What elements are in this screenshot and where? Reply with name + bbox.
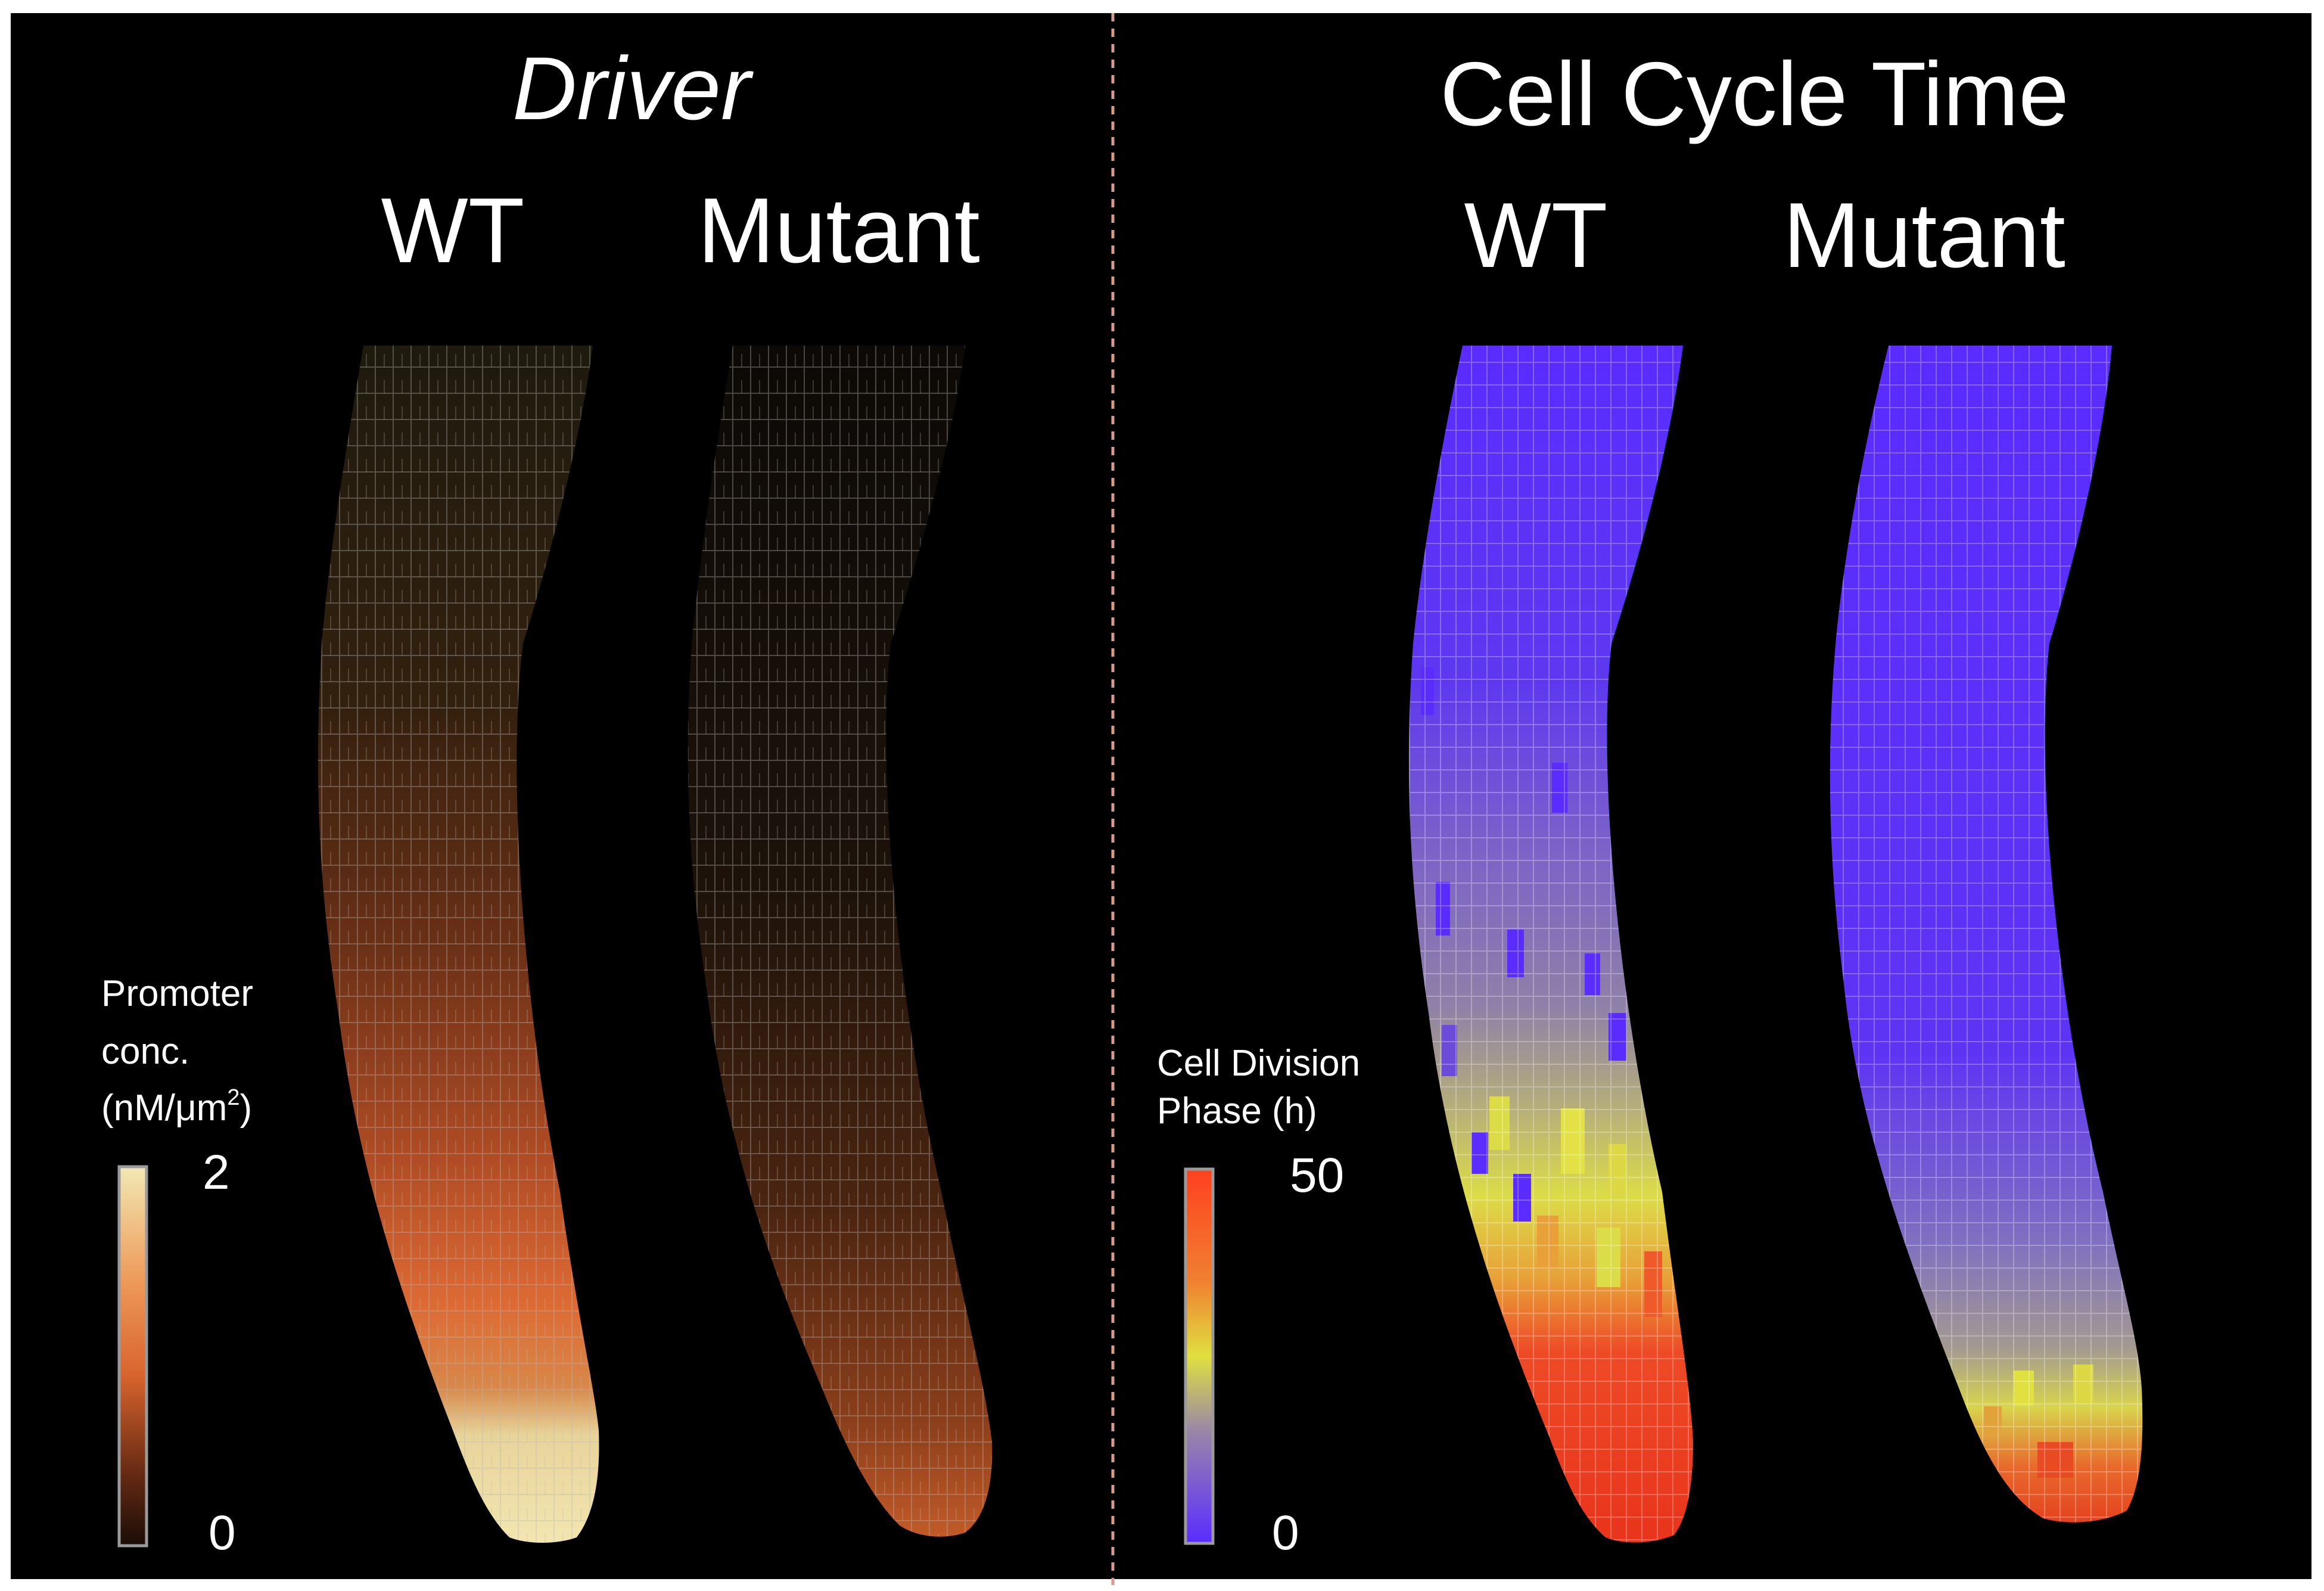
cycle-mutant-root	[1830, 346, 2143, 1522]
right-col-mutant-label: Mutant	[1783, 184, 2065, 287]
right-panel-title: Cell Cycle Time	[1440, 43, 2069, 145]
left-col-wt-label: WT	[381, 179, 525, 282]
driver-mutant-root	[687, 346, 993, 1537]
cycle-colorbar-max: 50	[1290, 1148, 1344, 1202]
driver-colorbar-unit: (nM/μm2)	[101, 1085, 252, 1129]
cycle-colorbar-label-line2: Phase (h)	[1157, 1090, 1317, 1132]
driver-colorbar-label-line2: conc.	[101, 1031, 189, 1072]
cycle-colorbar-label-line1: Cell Division	[1157, 1043, 1360, 1084]
driver-colorbar-label-line1: Promoter	[101, 973, 253, 1014]
left-col-mutant-label: Mutant	[698, 179, 980, 282]
cycle-colorbar-min: 0	[1272, 1506, 1299, 1560]
cycle-colorbar-gradient	[1184, 1167, 1215, 1545]
cycle-colorbar: Cell Division Phase (h) 50 0	[1157, 1043, 1360, 1560]
cycle-wt-root	[1408, 346, 1693, 1543]
right-col-wt-label: WT	[1464, 184, 1608, 287]
driver-colorbar-max: 2	[203, 1145, 230, 1200]
driver-colorbar-gradient	[117, 1165, 148, 1548]
driver-wt-root	[318, 346, 599, 1543]
left-panel-title: Driver	[512, 38, 754, 138]
driver-colorbar: Promoter conc. (nM/μm2) 2 0	[101, 973, 253, 1560]
driver-colorbar-min: 0	[209, 1506, 236, 1560]
